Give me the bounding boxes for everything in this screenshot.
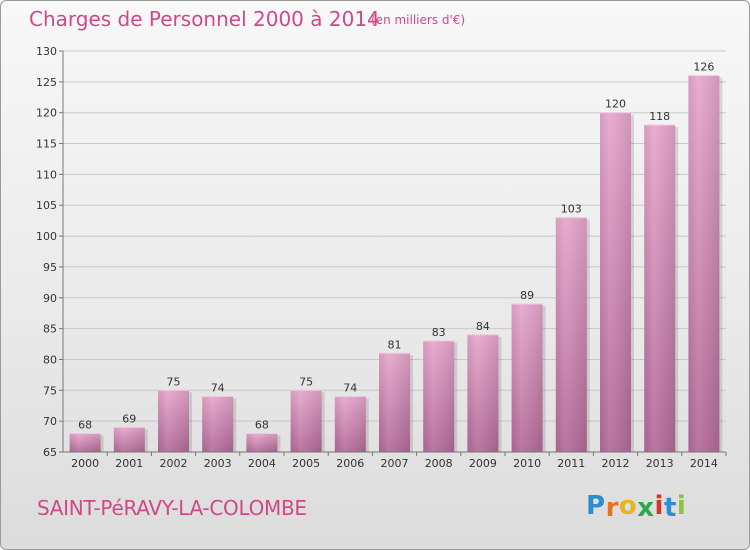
bar-value-label: 118 <box>649 110 670 123</box>
commune-name: SAINT-PéRAVY-LA-COLOMBE <box>37 496 307 520</box>
x-tick-label: 2002 <box>160 457 188 470</box>
y-tick-label: 90 <box>43 292 57 305</box>
x-tick-label: 2013 <box>646 457 674 470</box>
logo-letter: t <box>663 493 677 523</box>
logo-letter: x <box>637 493 655 523</box>
bar-shading <box>158 390 189 452</box>
bar-value-label: 84 <box>476 320 490 333</box>
y-tick-label: 125 <box>36 76 57 89</box>
y-tick-label: 95 <box>43 261 57 274</box>
bar-value-label: 68 <box>255 418 269 431</box>
bar-shading <box>644 125 676 453</box>
bar-shading <box>202 396 234 452</box>
y-tick-label: 70 <box>43 415 57 428</box>
bar-value-label: 89 <box>520 289 534 302</box>
x-tick-label: 2001 <box>115 457 143 470</box>
bar-value-label: 103 <box>561 203 582 216</box>
y-tick-label: 100 <box>36 230 57 243</box>
x-tick-label: 2009 <box>469 457 497 470</box>
logo-letter: i <box>676 491 687 521</box>
x-tick-label: 2014 <box>690 457 718 470</box>
x-tick-label: 2012 <box>602 457 630 470</box>
logo-letter: P <box>586 491 606 521</box>
x-tick-label: 2006 <box>336 457 364 470</box>
bar-value-label: 83 <box>432 326 446 339</box>
bar-shading <box>69 433 101 452</box>
bar-shading <box>555 217 587 452</box>
x-tick-label: 2004 <box>248 457 276 470</box>
bar-shading <box>290 390 322 452</box>
bar-shading <box>423 340 455 452</box>
bar-value-label: 74 <box>343 381 357 394</box>
logo-letter: i <box>654 491 664 521</box>
bar-shading <box>246 433 278 452</box>
y-tick-label: 80 <box>43 353 57 366</box>
y-tick-label: 85 <box>43 323 57 336</box>
y-tick-label: 110 <box>36 168 57 181</box>
bar-value-label: 75 <box>299 375 313 388</box>
y-tick-label: 130 <box>36 45 57 58</box>
x-tick-label: 2010 <box>513 457 541 470</box>
y-tick-label: 65 <box>43 446 57 459</box>
y-tick-label: 115 <box>36 138 57 151</box>
y-tick-label: 120 <box>36 107 57 120</box>
x-tick-label: 2008 <box>425 457 453 470</box>
logo-letter: r <box>605 493 619 523</box>
x-tick-label: 2003 <box>204 457 232 470</box>
logo-letter: o <box>618 491 638 521</box>
chart-title: Charges de Personnel 2000 à 2014 <box>29 7 380 31</box>
bar-value-label: 120 <box>605 98 626 111</box>
bar-value-label: 126 <box>693 61 714 74</box>
x-tick-label: 2011 <box>557 457 585 470</box>
chart-subtitle: (en milliers d'€) <box>371 13 466 27</box>
bar-value-label: 74 <box>211 381 225 394</box>
bar-shading <box>113 427 145 452</box>
y-tick-label: 75 <box>43 384 57 397</box>
bar-shading <box>511 303 543 452</box>
bar-shading <box>600 112 631 452</box>
x-tick-label: 2005 <box>292 457 320 470</box>
bar-value-label: 81 <box>388 338 402 351</box>
bar-shading <box>379 353 410 452</box>
proxiti-logo: Proxiti <box>586 491 687 523</box>
bar-value-label: 75 <box>167 375 181 388</box>
y-tick-label: 105 <box>36 199 57 212</box>
bar-shading <box>688 75 720 452</box>
x-tick-label: 2007 <box>381 457 409 470</box>
bar-shading <box>467 334 499 452</box>
bar-value-label: 69 <box>122 412 136 425</box>
bar-shading <box>334 396 366 452</box>
x-tick-label: 2000 <box>71 457 99 470</box>
bar-value-label: 68 <box>78 418 92 431</box>
